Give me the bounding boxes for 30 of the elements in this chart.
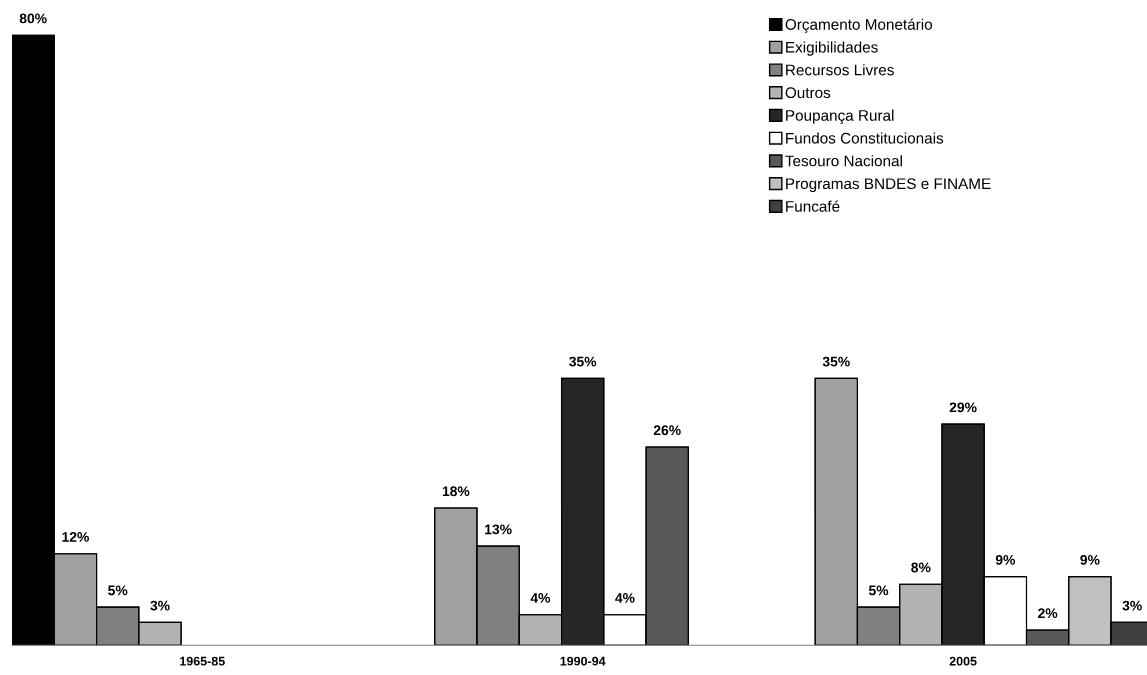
legend-label: Outros bbox=[785, 87, 831, 99]
x-tick-label: 2005 bbox=[949, 656, 977, 666]
data-label: 12% bbox=[62, 532, 89, 542]
legend-label: Recursos Livres bbox=[786, 64, 894, 76]
data-label: 13% bbox=[485, 524, 512, 535]
data-label: 2% bbox=[1038, 608, 1058, 619]
x-tick-label: 1965-85 bbox=[180, 656, 225, 666]
legend-label: Tesouro Nacional bbox=[785, 155, 902, 167]
legend-label: Funcafé bbox=[786, 200, 840, 212]
legend-label: Programas BNDES e FINAME bbox=[786, 178, 991, 193]
data-label: 3% bbox=[1122, 600, 1142, 611]
data-label: 18% bbox=[442, 486, 470, 497]
legend-label: Poupança Rural bbox=[786, 109, 894, 124]
data-label: 35% bbox=[569, 356, 597, 367]
data-label: 9% bbox=[1080, 554, 1100, 565]
data-label: 4% bbox=[530, 593, 551, 603]
data-label: 3% bbox=[150, 600, 170, 611]
x-tick-label: 1990-94 bbox=[560, 656, 606, 666]
data-label: 5% bbox=[868, 585, 889, 596]
data-label: 9% bbox=[995, 554, 1016, 565]
data-label: 35% bbox=[822, 356, 850, 367]
data-label: 26% bbox=[653, 425, 681, 436]
data-label: 5% bbox=[108, 585, 128, 596]
legend-label: Orçamento Monetário bbox=[785, 18, 933, 33]
data-label: 8% bbox=[911, 562, 931, 573]
legend-label: Fundos Constitucionais bbox=[786, 132, 944, 144]
legend-label: Exigibilidades bbox=[786, 41, 878, 56]
data-label: 4% bbox=[615, 593, 635, 603]
data-label: 80% bbox=[19, 13, 47, 24]
data-label: 29% bbox=[949, 402, 977, 413]
